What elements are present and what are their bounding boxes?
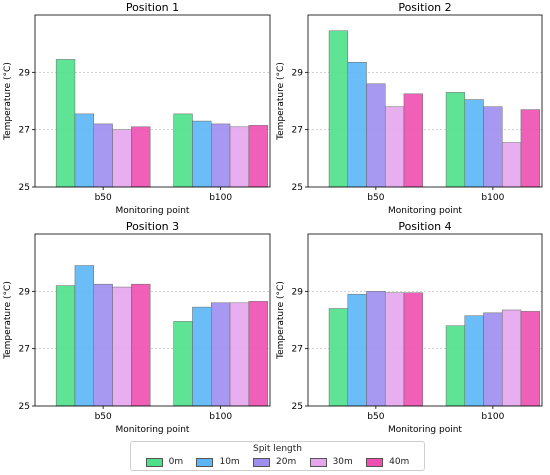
y-axis-label: Temperature (°C): [276, 62, 286, 141]
legend-label-20m: 20m: [276, 457, 297, 467]
legend-swatch-0m: [145, 457, 163, 467]
legend-label-10m: 10m: [219, 457, 240, 467]
legend-label-40m: 40m: [389, 457, 410, 467]
bar-40m-b100: [248, 301, 268, 407]
chart-title: Position 3: [126, 220, 179, 233]
bar-0m-b100: [173, 113, 193, 188]
y-tick-label: 29: [19, 287, 31, 297]
x-tick-label: b50: [95, 412, 112, 422]
legend-swatch-30m: [309, 457, 327, 467]
bar-30m-b50: [384, 106, 405, 188]
bar-10m-b100: [192, 306, 212, 407]
legend-item-10m: 10m: [196, 457, 240, 467]
legend-title: Spit length: [252, 444, 302, 454]
x-tick-label: b50: [367, 193, 384, 203]
x-axis-label: Monitoring point: [388, 425, 462, 435]
bar-20m-b50: [366, 291, 386, 407]
bar-10m-b50: [74, 113, 94, 188]
x-axis-label: Monitoring point: [388, 206, 462, 216]
bar-30m-b100: [501, 309, 522, 407]
y-axis-label: Temperature (°C): [3, 281, 13, 360]
legend-item-40m: 40m: [366, 457, 409, 467]
bar-0m-b100: [173, 321, 193, 407]
y-tick-label: 29: [292, 68, 304, 78]
bar-20m-b50: [366, 83, 386, 188]
legend-label-0m: 0m: [168, 457, 184, 467]
bar-10m-b50: [347, 293, 367, 407]
y-tick-label: 25: [19, 183, 30, 193]
bar-0m-b50: [55, 59, 76, 188]
bar-40m-b50: [131, 126, 151, 188]
y-tick-label: 27: [292, 126, 303, 136]
bar-20m-b100: [483, 106, 503, 188]
bar-30m-b50: [112, 286, 132, 407]
legend-swatch-20m: [253, 457, 271, 467]
x-tick-label: b100: [481, 412, 504, 422]
bar-10m-b50: [74, 265, 94, 407]
legend-label-30m: 30m: [332, 457, 353, 467]
x-tick-label: b100: [209, 193, 232, 203]
y-tick-label: 25: [292, 402, 303, 412]
bar-30m-b50: [112, 129, 132, 188]
x-tick-label: b100: [209, 412, 232, 422]
bar-0m-b50: [328, 30, 349, 188]
bar-30m-b100: [229, 302, 250, 407]
bar-30m-b50: [384, 292, 405, 407]
legend-swatch-40m: [366, 457, 384, 467]
bar-20m-b100: [211, 302, 231, 407]
bar-0m-b100: [445, 92, 466, 188]
legend-swatch-10m: [196, 457, 214, 467]
bar-20m-b100: [211, 123, 231, 188]
legend-item-30m: 30m: [309, 457, 353, 467]
x-tick-label: b50: [367, 412, 384, 422]
bar-20m-b50: [93, 123, 113, 188]
chart-panel-3: Position 3 25 27 29 Temperature (°C) b50 b100 M…: [3, 220, 271, 435]
y-axis-label: Temperature (°C): [276, 281, 286, 360]
bar-0m-b50: [55, 285, 76, 407]
bar-40m-b50: [403, 93, 423, 188]
chart-panel-2: Position 2 25 27 29 Temperature (°C) b50 b100 M…: [276, 1, 543, 216]
bar-30m-b100: [229, 126, 250, 188]
bar-10m-b100: [192, 120, 212, 188]
bar-40m-b100: [248, 125, 268, 188]
bar-30m-b100: [501, 142, 522, 188]
y-tick-label: 27: [292, 345, 303, 355]
axes-frame: [307, 233, 543, 407]
x-tick-label: b100: [481, 193, 504, 203]
bar-40m-b100: [520, 109, 540, 188]
legend: Spit length 0m 10m 20m 30m 40m: [130, 441, 425, 471]
bar-40m-b50: [403, 292, 423, 407]
y-tick-label: 25: [19, 402, 30, 412]
bar-10m-b50: [347, 62, 367, 188]
y-tick-label: 29: [19, 68, 31, 78]
chart-title: Position 2: [398, 1, 451, 14]
x-axis-label: Monitoring point: [116, 206, 190, 216]
axes-frame: [34, 14, 271, 188]
chart-panel-1: Position 1 25 27 29 Temperature (°C) b50 b100 M…: [3, 1, 271, 216]
bar-0m-b50: [328, 308, 349, 407]
x-tick-label: b50: [95, 193, 112, 203]
legend-item-20m: 20m: [253, 457, 296, 467]
bar-0m-b100: [445, 325, 466, 407]
legend-item-0m: 0m: [145, 457, 184, 467]
y-axis-label: Temperature (°C): [3, 62, 13, 141]
bar-40m-b50: [131, 283, 151, 407]
bar-20m-b100: [483, 312, 503, 407]
y-tick-label: 27: [19, 126, 30, 136]
y-tick-label: 29: [292, 287, 304, 297]
axes-frame: [34, 233, 271, 407]
bar-20m-b50: [93, 283, 113, 407]
bar-40m-b100: [520, 311, 540, 407]
bar-10m-b100: [464, 315, 484, 407]
bar-10m-b100: [464, 99, 484, 188]
y-tick-label: 27: [19, 345, 30, 355]
chart-title: Position 1: [126, 1, 179, 14]
axes-frame: [307, 14, 543, 188]
y-tick-label: 25: [292, 183, 303, 193]
legend-items: 0m 10m 20m 30m 40m: [131, 457, 424, 467]
x-axis-label: Monitoring point: [116, 425, 190, 435]
chart-panel-4: Position 4 25 27 29 Temperature (°C) b50 b100 M…: [276, 220, 543, 435]
chart-title: Position 4: [398, 220, 451, 233]
